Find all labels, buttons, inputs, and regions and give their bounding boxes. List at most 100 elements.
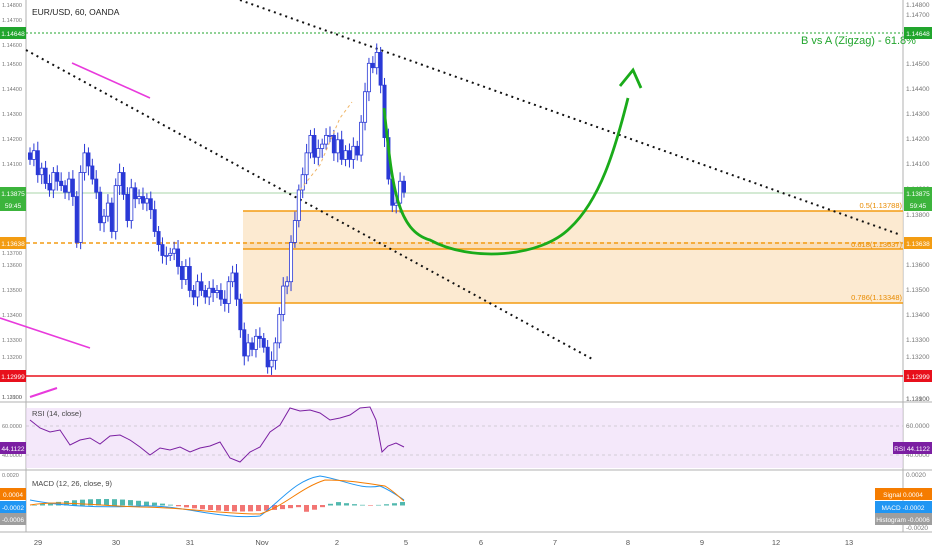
price-badge[interactable] (904, 187, 932, 199)
macd-value-label: MACD -0.0002 (882, 505, 925, 512)
symbol-title[interactable]: EUR/USD, 60, OANDA (32, 7, 120, 17)
candle-body (109, 202, 114, 232)
price-tick: 1.13800 (906, 212, 930, 219)
price-tick: 1.13300 (2, 338, 22, 344)
price-badge[interactable] (0, 199, 26, 211)
time-tick: 29 (34, 538, 42, 547)
magenta-segment[interactable] (29, 387, 58, 398)
candle-body (31, 150, 36, 160)
candle-body (148, 198, 153, 211)
candle-body (355, 145, 360, 156)
candle-body (183, 266, 188, 280)
macd-histogram-bar (328, 503, 333, 506)
price-badge-label: 1.12999 (1, 374, 25, 381)
trend-line-upper[interactable] (239, 0, 899, 235)
price-tick: 1.14100 (906, 161, 930, 168)
macd-histogram-bar (256, 505, 261, 512)
candle-body (226, 281, 231, 304)
price-badge[interactable] (0, 370, 26, 382)
candle-body (195, 281, 200, 298)
magenta-segment[interactable] (0, 317, 91, 349)
price-badge-label: 1.13638 (906, 241, 930, 248)
candle-body (82, 152, 87, 173)
zigzag-annotation[interactable]: B vs A (Zigzag) - 61.8% (801, 35, 916, 47)
price-badge-label: 1.13875 (906, 191, 930, 198)
macd-histogram-bar (160, 503, 165, 506)
candle-body (339, 139, 344, 160)
price-badge[interactable] (0, 237, 26, 249)
price-badge-label: 59:45 (910, 203, 927, 210)
rsi-tick: 60.0000 (906, 423, 930, 430)
macd-histogram-bar (80, 499, 85, 506)
candle-body (117, 172, 122, 187)
macd-histogram-bar (384, 504, 389, 506)
candle-body (133, 187, 138, 200)
price-badge[interactable] (0, 27, 26, 39)
price-tick: 1.14500 (906, 61, 930, 68)
macd-histogram (32, 499, 405, 512)
candle-body (98, 191, 103, 224)
macd-histogram-bar (144, 501, 149, 506)
time-tick: 12 (772, 538, 780, 547)
candle-body (211, 287, 216, 294)
candle-body (156, 231, 161, 245)
rsi-value-badge[interactable] (893, 442, 932, 454)
candle-body (51, 172, 56, 191)
price-badge[interactable] (904, 237, 932, 249)
macd-histogram-bar (368, 505, 373, 506)
fib-label: 0.5(1.13788) (859, 201, 902, 210)
time-tick: 5 (404, 538, 408, 547)
candle-body (253, 335, 258, 350)
macd-value-badge[interactable] (0, 513, 26, 525)
macd-value-badge[interactable] (875, 488, 932, 500)
candle-body (121, 172, 126, 195)
price-tick: 1.13600 (906, 262, 930, 269)
macd-value-badge[interactable] (0, 488, 26, 500)
price-tick: 1.14700 (906, 12, 930, 19)
price-axis-right[interactable]: 1.14800 1.14700 1.14500 1.14400 1.14300 1.142… (904, 2, 932, 403)
price-badge[interactable] (904, 27, 932, 39)
candle-body (140, 196, 145, 204)
candle-body (324, 134, 329, 145)
price-axis-left[interactable]: 1.14800 1.14700 1.14600 1.14500 1.14400 1.143… (0, 3, 26, 401)
magenta-segment[interactable] (71, 62, 151, 99)
time-tick: 30 (112, 538, 120, 547)
time-tick: 8 (626, 538, 630, 547)
projection-curve[interactable] (382, 97, 630, 256)
price-badge[interactable] (904, 370, 932, 382)
fib-label: 0.786(1.13348) (851, 293, 902, 302)
rsi-tick: 40.0000 (906, 452, 930, 459)
candle-body (113, 185, 118, 232)
macd-histogram-bar (200, 505, 205, 510)
rsi-tick: 60.0000 (2, 424, 22, 430)
candle-body (129, 187, 134, 221)
macd-value-label: -0.0006 (2, 517, 24, 524)
macd-tick: -0.0020 (906, 525, 928, 532)
price-tick: 1.13500 (906, 287, 930, 294)
price-badge[interactable] (904, 199, 932, 211)
macd-value-label: -0.0002 (2, 505, 24, 512)
macd-histogram-bar (304, 505, 309, 512)
candle-body (265, 346, 270, 368)
candle-body (199, 281, 204, 291)
candle-body (125, 193, 130, 221)
candle-body (152, 209, 157, 232)
macd-value-badge[interactable] (0, 501, 26, 513)
macd-histogram-bar (88, 499, 93, 506)
price-tick: 1.13100 (2, 395, 22, 401)
macd-value-badge[interactable] (875, 501, 932, 513)
macd-histogram-bar (240, 505, 245, 512)
rsi-value-badge[interactable] (0, 442, 26, 454)
price-badge-label: 59:45 (5, 203, 22, 210)
candle-body (70, 178, 75, 197)
macd-histogram-bar (120, 499, 125, 506)
price-badge[interactable] (0, 187, 26, 199)
time-tick: 6 (479, 538, 483, 547)
macd-value-badge[interactable] (875, 513, 932, 525)
candle-body (218, 290, 223, 300)
macd-histogram-bar (312, 505, 317, 510)
macd-title: MACD (12, 26, close, 9) (32, 479, 113, 488)
time-axis[interactable]: 29 30 31 Nov 2 5 6 7 8 9 12 13 (34, 538, 853, 547)
candle-body (78, 172, 83, 243)
